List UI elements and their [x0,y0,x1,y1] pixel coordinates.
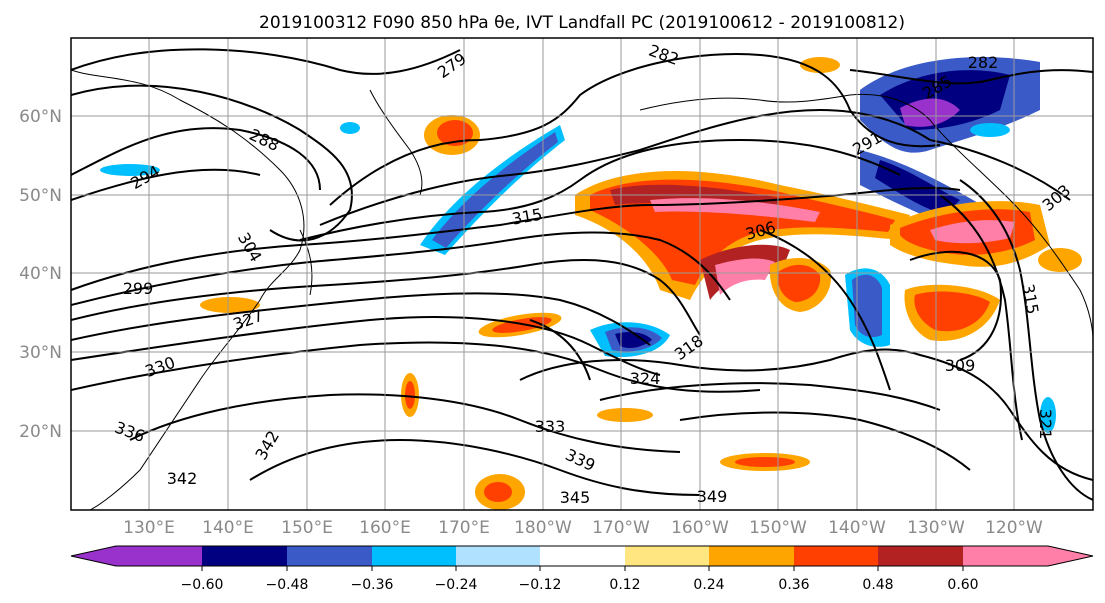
colorbar-tick-label: −0.48 [266,577,309,593]
anomaly-warm-coast [769,201,1050,341]
lat-label-30n: 30°N [19,343,62,363]
lon-label: 120°W [985,518,1043,538]
contour-label: 299 [123,279,154,298]
colorbar-segment [287,546,372,566]
lon-label: 180°W [514,518,572,538]
colorbar-segment [71,546,116,566]
colorbar-segment [794,546,878,566]
gridlines [71,38,1093,510]
lon-label: 140°E [202,518,254,538]
colorbar-tick-label: 0.24 [693,577,724,593]
colorbar-tick-label: 0.12 [609,577,640,593]
contour-label: 349 [697,487,728,506]
colorbar-segment [372,546,456,566]
colorbar-segment [1048,546,1093,566]
contour-label: 324 [630,369,661,388]
longitude-labels: 130°E 140°E 150°E 160°E 170°E 180°W 170°… [123,518,1043,538]
colorbar-segment [116,546,202,566]
colorbar-segment [456,546,540,566]
lon-label: 170°W [592,518,650,538]
lon-label: 140°W [828,518,886,538]
contour-label: 342 [167,469,198,488]
contour-label: 333 [535,417,566,436]
lon-label: 130°E [123,518,175,538]
lon-label: 160°E [359,518,411,538]
colorbar-segment [625,546,709,566]
colorbar-segment [709,546,794,566]
figure-title: 2019100312 F090 850 hPa θe, IVT Landfall… [259,13,905,33]
contour-label: 345 [560,488,591,507]
colorbar-segment [878,546,963,566]
lat-label-20n: 20°N [19,422,62,442]
lon-label: 150°E [281,518,333,538]
lat-label-50n: 50°N [19,186,62,206]
anomaly-warm-jet [575,171,910,300]
colorbar-tick-label: 0.60 [947,577,978,593]
lon-label: 160°W [671,518,729,538]
colorbar: −0.60 −0.48 −0.36 −0.24 −0.12 0.12 0.24 … [70,545,1094,593]
colorbar-tick-label: −0.24 [435,577,478,593]
colorbar-segment [202,546,287,566]
coastlines [71,69,1093,510]
colorbar-tick-label: 0.48 [862,577,893,593]
colorbar-tick-label: 0.36 [778,577,809,593]
colorbar-segment [540,546,625,566]
colorbar-segment [963,546,1048,566]
lon-label: 170°E [438,518,490,538]
map-panel: 279 282 288 294 291 282 285 303 315 306 … [70,37,1094,511]
lon-label: 130°W [907,518,965,538]
lat-label-40n: 40°N [19,264,62,284]
lon-label: 150°W [749,518,807,538]
contour-label: 309 [945,356,976,375]
map-frame [70,37,1094,511]
lat-label-60n: 60°N [19,107,62,127]
colorbar-tick-label: −0.36 [351,577,394,593]
colorbar-tick-label: −0.60 [181,577,224,593]
colorbar-tick-label: −0.12 [519,577,562,593]
colorbar-outline [70,545,1094,567]
colorbar-ticks [201,566,964,571]
anomaly-warm-kamchatka [424,115,480,155]
latitude-labels: 60°N 50°N 40°N 30°N 20°N [19,107,62,442]
contour-label: 282 [968,53,999,72]
anomaly-small-spots [100,57,1082,510]
contour-label: 321 [1036,409,1055,440]
